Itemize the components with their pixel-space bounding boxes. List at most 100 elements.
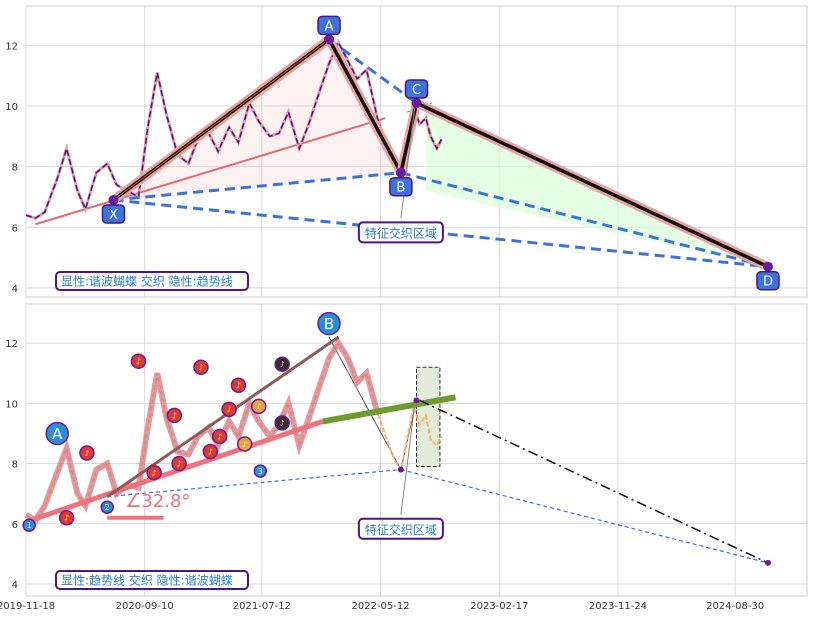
wave-marker-label: ♪ — [236, 381, 241, 390]
trend-channel — [106, 335, 340, 498]
zone-label: 特征交织区域 — [365, 225, 437, 240]
callout-leader — [400, 105, 416, 219]
wave-marker — [22, 518, 36, 533]
wave-marker — [193, 359, 209, 375]
pivot-point — [397, 466, 404, 473]
wave-marker-label: ♪ — [280, 360, 285, 369]
wave-marker — [274, 415, 290, 431]
y-tick-label: 6 — [12, 520, 18, 531]
wave-marker — [274, 356, 290, 372]
wave-marker — [317, 311, 341, 336]
wave-marker-label: ♪ — [177, 459, 182, 468]
wave-marker — [79, 445, 95, 461]
plot-area — [25, 5, 808, 298]
forecast-line — [419, 399, 769, 564]
y-tick-label: 10 — [5, 102, 18, 113]
legend-box — [55, 271, 249, 291]
wave-marker-label: 3 — [258, 467, 263, 476]
wave-marker — [202, 443, 219, 460]
zone-label-box — [357, 221, 444, 244]
wave-marker — [146, 464, 162, 481]
y-tick-label: 6 — [12, 223, 18, 234]
wave-marker-label: ♪ — [84, 449, 89, 458]
zone-label-box — [357, 517, 444, 540]
panel-bottom: 4 6 8 10 12 ∠32.8° 1 A ♪ ♪ 2 ♪ ♪ ♪ ♪ ♪ ♪ ♪ ♪ ♪ ♪ ♪ 3 ♪ ♪ B 特征交织区域显… — [5, 303, 808, 597]
wave-marker — [58, 509, 75, 526]
pivot-label-box — [389, 176, 413, 197]
legend-box — [55, 570, 249, 590]
pivot-label: X — [109, 208, 118, 223]
callout-leader — [400, 403, 416, 515]
x-tick-label: 2023-02-17 — [470, 601, 528, 612]
pivot-point — [108, 195, 119, 205]
pivot-label-box — [101, 204, 126, 224]
interweave-zone-box — [416, 366, 441, 468]
trend-extension — [322, 394, 457, 425]
y-tick-label: 12 — [5, 41, 18, 52]
wave-marker-label: ♪ — [256, 402, 261, 411]
wave-marker-label: ♪ — [64, 514, 69, 523]
wave-marker — [166, 407, 183, 424]
x-tick-label: 2021-07-12 — [233, 601, 291, 612]
trend-support — [28, 419, 324, 524]
y-tick-label: 8 — [12, 163, 18, 174]
wave-marker-label: ♪ — [152, 468, 157, 477]
xb-connector — [113, 171, 402, 202]
x-tick-label: 2024-08-30 — [706, 601, 764, 612]
wave-marker — [250, 398, 267, 415]
y-tick-label: 8 — [12, 460, 18, 471]
wave-marker-label: ♪ — [227, 405, 232, 414]
trendline — [35, 117, 386, 226]
wave-marker-label: ♪ — [172, 411, 177, 420]
wave-marker — [211, 428, 228, 445]
wave-marker-label: B — [324, 315, 334, 333]
pivot-label: D — [763, 275, 773, 290]
zone-label: 特征交织区域 — [365, 522, 437, 537]
wave-marker — [236, 436, 253, 452]
wave-marker-label: ♪ — [208, 447, 213, 456]
pivot-point — [411, 98, 422, 108]
x-tick-label: 2023-11-24 — [589, 601, 647, 612]
angle-label: ∠32.8° — [125, 491, 190, 512]
wave-marker — [130, 353, 147, 369]
wave-marker — [221, 401, 237, 418]
wave-marker — [230, 377, 247, 394]
pivot-label-box — [756, 270, 780, 291]
pivot-point — [413, 397, 420, 404]
wave-marker — [171, 455, 187, 472]
wave-marker-label: ♪ — [198, 363, 203, 372]
y-tick-label: 4 — [12, 580, 18, 591]
y-tick-label: 12 — [5, 339, 18, 350]
legend-text: 显性:趋势线 交织 隐性:谐波蝴蝶 — [61, 573, 233, 588]
wave-marker-label: ♪ — [136, 357, 141, 366]
pivot-label: C — [412, 83, 421, 98]
hidden-bd — [400, 468, 769, 564]
pivot-point — [324, 34, 335, 45]
hidden-xb — [107, 468, 401, 498]
forecast-end-point — [764, 559, 771, 566]
pivot-label-box — [317, 15, 341, 36]
pivot-label: B — [396, 181, 405, 196]
wave-marker — [45, 421, 69, 446]
wave-marker — [253, 464, 268, 478]
pattern-leg — [327, 38, 403, 174]
legend-text: 显性:谐波蝴蝶 交织 隐性:趋势线 — [61, 274, 233, 289]
pivot-point — [762, 261, 773, 272]
pattern-leg — [415, 101, 769, 269]
pattern-leg-accent — [113, 38, 330, 201]
wave-marker-label: A — [52, 425, 63, 443]
x-tick-label: 2020-09-10 — [116, 601, 174, 612]
wave-marker — [100, 500, 114, 514]
wave-marker-label: 1 — [27, 521, 32, 530]
y-tick-label: 10 — [5, 399, 18, 410]
wave-marker-label: ♪ — [242, 440, 247, 449]
ac-connector — [328, 38, 418, 105]
wave-marker-label: 2 — [105, 503, 110, 512]
y-tick-label: 4 — [12, 284, 18, 295]
x-tick-label: 2022-05-12 — [352, 601, 410, 612]
x-tick-label: 2019-11-18 — [0, 601, 55, 612]
wave-marker-label: ♪ — [217, 432, 222, 441]
